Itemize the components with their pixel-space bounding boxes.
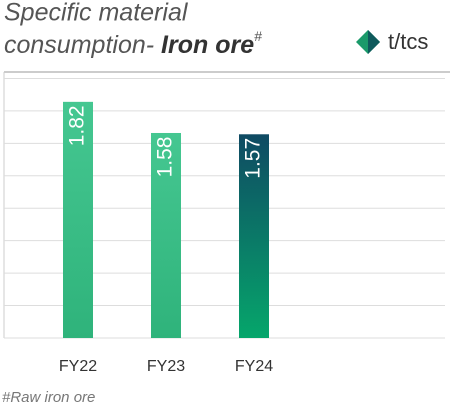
footnote: #Raw iron ore (2, 389, 95, 406)
title-text: consumption- (4, 31, 161, 59)
bar (151, 132, 181, 338)
bar (63, 101, 93, 338)
title-emphasis: Iron ore (161, 31, 254, 59)
title-mark: # (254, 28, 262, 44)
chart-title: consumption- Iron ore# (4, 28, 262, 59)
x-tick-label: FY24 (235, 358, 273, 375)
chart-title: Specific material (4, 0, 189, 27)
value-label: 1.57 (242, 138, 265, 179)
x-tick-label: FY23 (147, 358, 185, 375)
legend-label: t/tcs (388, 29, 428, 54)
value-label: 1.82 (66, 105, 89, 146)
x-tick-label: FY22 (59, 358, 97, 375)
value-label: 1.58 (154, 137, 177, 178)
legend: t/tcs (356, 29, 428, 54)
legend-icon (368, 30, 380, 54)
bar (239, 134, 269, 338)
